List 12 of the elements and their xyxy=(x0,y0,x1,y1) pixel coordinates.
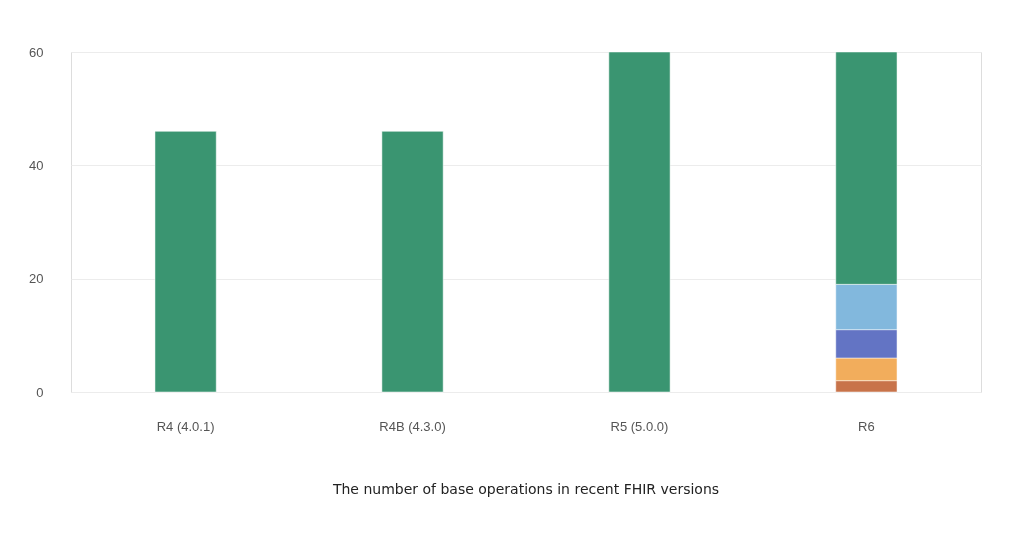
x-tick-label: R4 (4.0.1) xyxy=(156,418,215,434)
bar xyxy=(381,131,444,393)
y-tick-label: 60 xyxy=(29,44,44,60)
text: The number of base operations in recent FHIR versions xyxy=(331,481,720,497)
bar xyxy=(154,131,217,393)
bar xyxy=(608,51,671,393)
x-tick-label: R6 xyxy=(858,418,875,434)
x-tick-label: R4B (4.3.0) xyxy=(379,418,446,434)
y-tick-label: 40 xyxy=(29,157,44,173)
y-tick-label: 20 xyxy=(29,271,44,287)
x-tick-label: R5 (5.0.0) xyxy=(610,418,669,434)
y-tick-label: 0 xyxy=(36,384,44,400)
